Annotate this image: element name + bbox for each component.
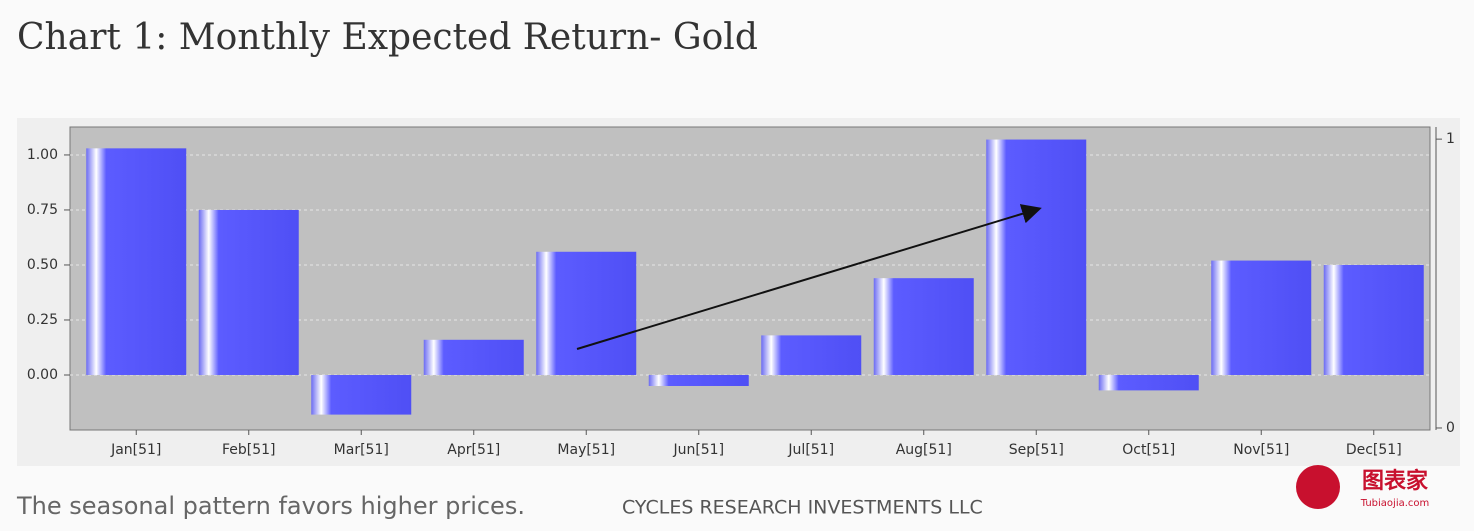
bar — [986, 139, 1087, 375]
bar — [423, 339, 524, 375]
bar — [873, 278, 974, 375]
logo-site: Tubiaojia.com — [1360, 498, 1430, 509]
y-tick-label: 0.25 — [27, 312, 58, 328]
chart-title: Chart 1: Monthly Expected Return- Gold — [17, 17, 758, 58]
bar — [648, 374, 749, 386]
x-tick-label: Jul[51] — [787, 442, 834, 458]
logo-name: 图表家 — [1362, 468, 1429, 494]
source: CYCLES RESEARCH INVESTMENTS LLC — [622, 497, 983, 519]
y-tick-label: 0.75 — [27, 202, 58, 218]
y2-tick-label: 1 — [1446, 131, 1455, 147]
x-tick-label: Jun[51] — [672, 442, 724, 458]
x-tick-label: Jan[51] — [110, 442, 161, 458]
x-tick-label: Aug[51] — [896, 442, 952, 458]
bar — [86, 148, 187, 375]
x-tick-label: May[51] — [557, 442, 615, 458]
y-tick-label: 1.00 — [27, 147, 58, 163]
logo-icon — [1296, 465, 1340, 509]
x-tick-label: Apr[51] — [447, 442, 500, 458]
bar — [1211, 260, 1312, 375]
caption: The seasonal pattern favors higher price… — [16, 492, 525, 520]
x-tick-label: Feb[51] — [222, 442, 276, 458]
y2-tick-label: 0 — [1446, 420, 1455, 436]
x-tick-label: Oct[51] — [1122, 442, 1175, 458]
x-tick-label: Mar[51] — [334, 442, 389, 458]
y-tick-label: 0.00 — [27, 367, 58, 383]
y-tick-label: 0.50 — [27, 257, 58, 273]
trend-arrow — [576, 204, 1042, 350]
bar — [198, 209, 299, 375]
bar — [761, 335, 862, 375]
bar — [1323, 264, 1424, 375]
x-tick-label: Nov[51] — [1233, 442, 1289, 458]
bar — [536, 251, 637, 375]
bar — [311, 374, 412, 415]
x-tick-label: Sep[51] — [1009, 442, 1064, 458]
bar — [1098, 374, 1199, 391]
x-tick-label: Dec[51] — [1346, 442, 1402, 458]
